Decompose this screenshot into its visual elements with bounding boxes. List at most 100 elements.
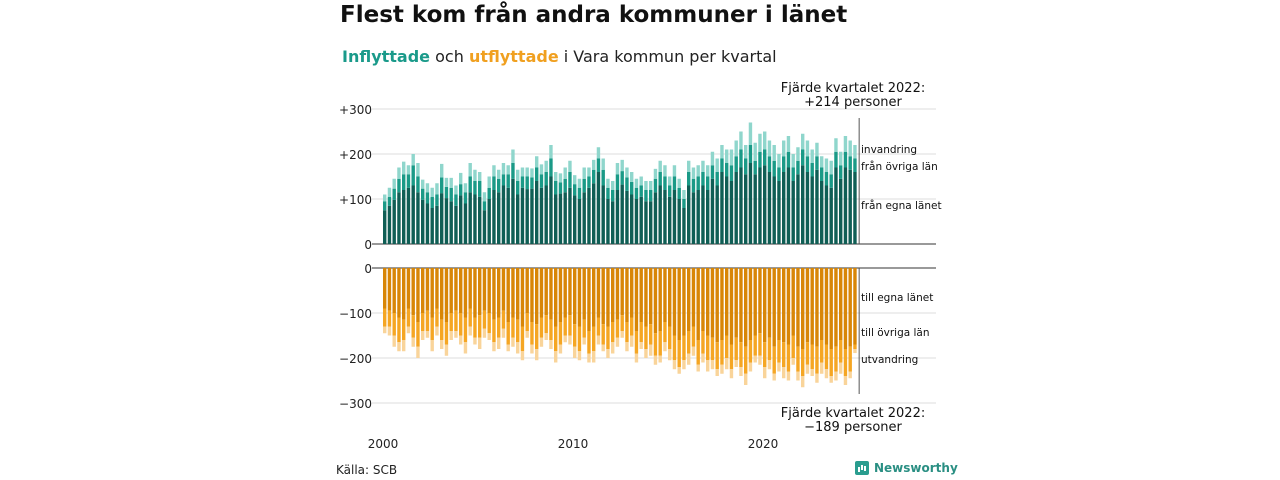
bar-in-0 (539, 187, 544, 244)
bar-out-1 (421, 313, 425, 331)
bar-in-1 (758, 151, 762, 168)
bar-in-1 (506, 174, 510, 188)
bar-in-0 (592, 183, 596, 244)
bar-in-1 (744, 158, 748, 175)
bar-out-2 (805, 364, 810, 374)
bar-out-0 (554, 268, 558, 327)
bar-in-0 (411, 185, 415, 244)
bar-in-2 (848, 140, 852, 157)
x-tick-label: 2010 (558, 437, 589, 451)
bar-out-1 (848, 346, 852, 372)
bar-in-1 (734, 156, 738, 172)
bar-out-1 (805, 342, 810, 365)
bar-in-1 (411, 165, 415, 186)
bar-in-2 (454, 185, 458, 195)
bar-in-1 (520, 176, 525, 188)
bar-out-0 (478, 268, 482, 316)
bar-in-0 (682, 208, 686, 244)
bar-in-2 (639, 176, 643, 186)
bar-in-2 (739, 131, 743, 150)
subtitle-rest: i Vara kommun per kvartal (558, 47, 777, 66)
bar-in-0 (796, 174, 800, 244)
bar-in-2 (587, 167, 591, 177)
bar-out-2 (644, 349, 648, 358)
bar-out-2 (539, 337, 544, 347)
y-tick-label: −300 (339, 397, 372, 411)
bar-out-1 (511, 317, 515, 338)
bar-out-1 (620, 315, 624, 331)
bar-in-1 (611, 190, 615, 202)
bar-in-1 (544, 172, 548, 186)
bar-in-2 (440, 163, 444, 178)
bar-in-1 (435, 194, 439, 206)
bar-out-0 (539, 268, 544, 318)
bar-out-1 (796, 346, 800, 372)
bar-in-0 (487, 199, 491, 244)
bar-in-0 (753, 174, 757, 244)
bar-in-1 (416, 176, 420, 193)
bar-out-1 (487, 313, 491, 334)
bar-in-0 (501, 185, 506, 244)
bar-in-1 (725, 163, 729, 177)
bar-out-0 (449, 268, 453, 313)
bar-in-2 (625, 167, 629, 178)
bar-out-2 (810, 369, 814, 376)
bar-out-0 (725, 268, 729, 336)
bar-in-2 (402, 161, 406, 175)
bar-out-2 (615, 337, 620, 347)
bar-out-0 (682, 268, 686, 336)
bar-in-1 (706, 176, 710, 190)
bar-out-2 (782, 367, 786, 379)
bar-in-1 (511, 163, 515, 179)
bar-out-1 (558, 322, 563, 345)
bar-out-1 (658, 331, 662, 356)
bar-in-2 (539, 164, 544, 175)
bar-in-0 (387, 205, 392, 244)
bottom-annotation-line1: Fjärde kvartalet 2022: (781, 406, 925, 421)
bar-out-0 (672, 268, 677, 336)
bar-in-1 (449, 187, 453, 202)
bar-out-2 (663, 342, 667, 352)
bar-in-0 (492, 190, 496, 244)
bar-in-0 (582, 192, 586, 244)
bar-in-0 (786, 167, 791, 244)
bar-in-2 (677, 178, 681, 188)
bar-in-0 (839, 178, 843, 244)
bar-out-0 (615, 268, 620, 320)
bar-in-2 (682, 190, 686, 199)
y-tick-label: +200 (339, 148, 372, 162)
bar-in-2 (853, 145, 857, 159)
bar-out-0 (801, 268, 805, 349)
y-tick-label: 0 (364, 262, 372, 276)
bar-in-0 (758, 167, 762, 244)
y-tick-label: +300 (339, 103, 372, 117)
bar-out-1 (554, 326, 558, 352)
bar-out-0 (701, 268, 705, 331)
bar-out-0 (435, 268, 439, 309)
bar-out-0 (625, 268, 629, 322)
bar-in-0 (739, 167, 743, 244)
series-label-in: invandring (861, 144, 917, 156)
bar-in-1 (387, 196, 392, 206)
bar-in-2 (430, 187, 434, 197)
migration-chart: +300 +200 +100 0 0 −100 −200 −300 Fjärde kvartal… (339, 81, 942, 451)
bar-in-0 (530, 188, 534, 244)
bar-out-1 (815, 346, 819, 374)
bar-in-1 (777, 167, 781, 181)
bar-in-0 (829, 187, 833, 244)
bar-in-2 (658, 160, 662, 172)
bar-out-0 (853, 268, 857, 345)
bar-out-0 (440, 268, 444, 320)
bar-out-0 (630, 268, 634, 318)
bar-out-2 (853, 349, 857, 354)
bar-in-1 (805, 156, 810, 172)
bar-out-2 (492, 342, 496, 352)
bar-out-0 (497, 268, 501, 318)
bar-in-0 (421, 199, 425, 244)
bar-in-2 (478, 172, 482, 181)
bar-out-2 (468, 326, 472, 336)
bar-out-2 (720, 364, 724, 374)
bar-out-1 (478, 315, 482, 338)
bar-in-1 (848, 156, 852, 170)
bar-in-2 (630, 172, 634, 182)
